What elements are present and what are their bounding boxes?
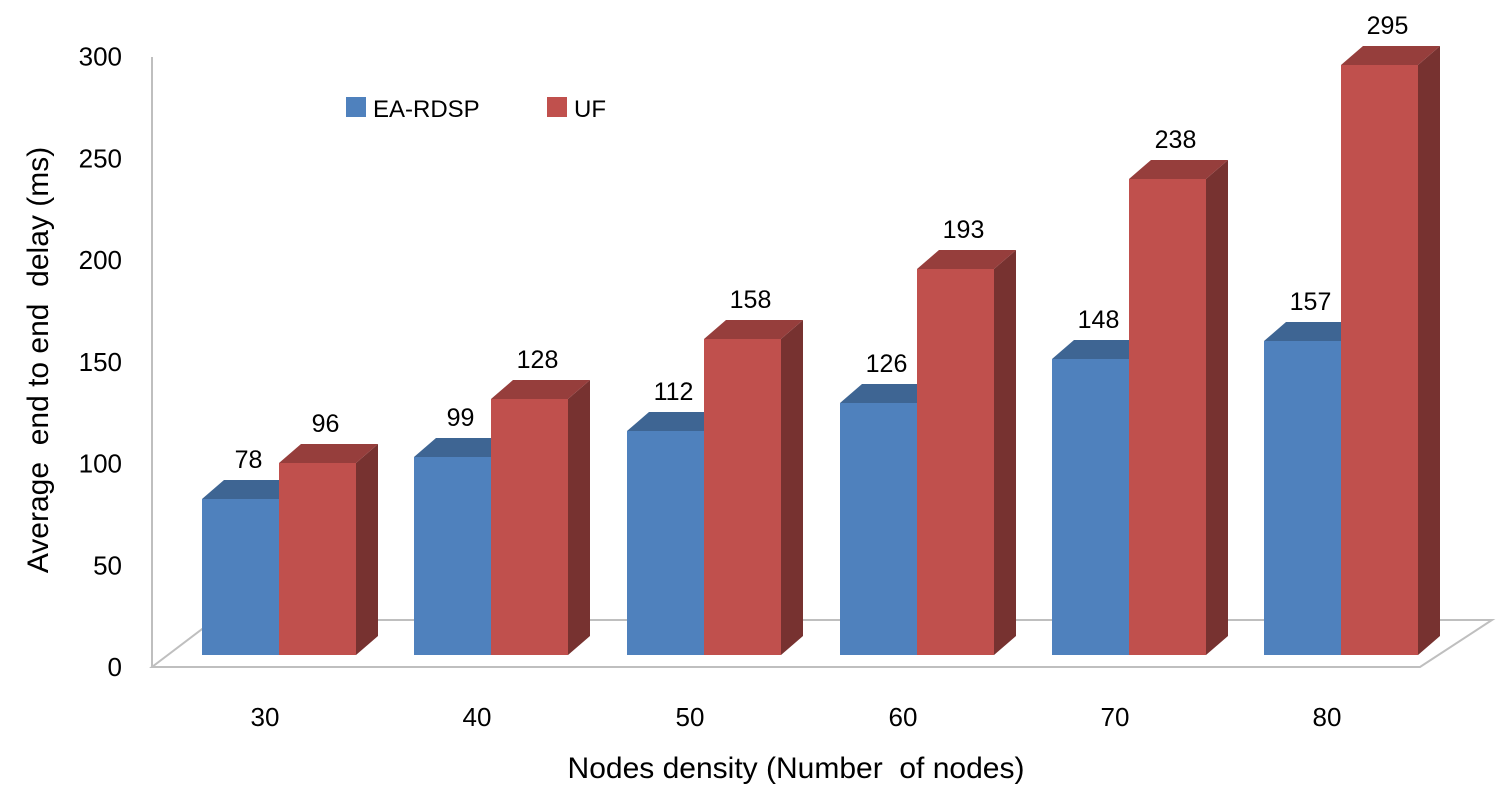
data-label-uf-30: 96: [312, 410, 340, 438]
bar-uf-70: [1129, 160, 1228, 655]
bar-top-face: [840, 384, 939, 403]
bar-uf-50: [704, 320, 803, 655]
data-label-ea-rdsp-70: 148: [1078, 306, 1120, 334]
bar-front-face: [491, 399, 568, 655]
data-label-uf-40: 128: [517, 346, 559, 374]
legend-swatch: [346, 97, 366, 117]
bar-side-face: [1206, 160, 1228, 655]
bar-front-face: [1264, 341, 1341, 655]
bar-top-face: [491, 380, 590, 399]
y-tick-label: 100: [79, 449, 122, 479]
bar-top-face: [627, 412, 726, 431]
bar-front-face: [627, 431, 704, 655]
y-tick-label: 250: [79, 143, 122, 173]
y-axis-title: Average end to end delay (ms): [22, 147, 55, 573]
legend-item-uf: UF: [547, 96, 606, 123]
y-tick-label: 0: [108, 652, 122, 682]
x-tick-label: 70: [1101, 702, 1130, 732]
bar-front-face: [917, 269, 994, 655]
bar-top-face: [1052, 340, 1151, 359]
bar-top-face: [202, 480, 301, 499]
data-label-uf-50: 158: [730, 286, 772, 314]
bar-top-face: [279, 444, 378, 463]
bar-top-face: [414, 438, 513, 457]
x-tick-label: 60: [889, 702, 918, 732]
y-tick-label: 50: [93, 550, 122, 580]
y-tick-label: 300: [79, 42, 122, 72]
bar-front-face: [1341, 65, 1418, 655]
x-tick-label: 40: [463, 702, 492, 732]
bar-uf-80: [1341, 46, 1440, 655]
legend-label: EA-RDSP: [373, 96, 480, 123]
bar-top-face: [704, 320, 803, 339]
legend: EA-RDSP UF: [346, 96, 606, 123]
bar-front-face: [704, 339, 781, 655]
legend-label: UF: [574, 96, 606, 123]
data-label-ea-rdsp-50: 112: [654, 378, 694, 406]
x-axis-title: Nodes density (Number of nodes): [568, 752, 1025, 785]
data-label-uf-80: 295: [1367, 12, 1409, 40]
y-tick-label: 150: [79, 347, 122, 377]
bar-front-face: [279, 463, 356, 655]
data-label-uf-70: 238: [1155, 126, 1197, 154]
x-axis-ticks: 30 40 50 60 70 80: [251, 702, 1342, 732]
data-label-ea-rdsp-30: 78: [235, 446, 263, 474]
bar-side-face: [994, 250, 1016, 655]
data-label-uf-60: 193: [943, 216, 985, 244]
bar-uf-30: [279, 444, 378, 655]
data-labels: 78 96 99 128 112 158 126 193 148 238 157 295: [235, 12, 1409, 474]
data-label-ea-rdsp-80: 157: [1290, 288, 1332, 316]
bar-front-face: [840, 403, 917, 655]
legend-item-ea-rdsp: EA-RDSP: [346, 96, 480, 123]
bar-top-face: [1129, 160, 1228, 179]
y-axis-ticks: 0 50 100 150 200 250 300: [79, 42, 122, 683]
bar-uf-40: [491, 380, 590, 655]
x-tick-label: 50: [676, 702, 705, 732]
bar-side-face: [1418, 46, 1440, 655]
bar-top-face: [1341, 46, 1440, 65]
data-label-ea-rdsp-60: 126: [866, 350, 908, 378]
x-tick-label: 30: [251, 702, 280, 732]
bar-side-face: [781, 320, 803, 655]
data-label-ea-rdsp-40: 99: [447, 404, 475, 432]
legend-swatch: [547, 97, 567, 117]
bar-top-face: [917, 250, 1016, 269]
bar-front-face: [1052, 359, 1129, 655]
bar-front-face: [1129, 179, 1206, 655]
x-tick-label: 80: [1313, 702, 1342, 732]
bar-front-face: [414, 457, 491, 655]
bar-top-face: [1264, 322, 1363, 341]
bars-layer: [202, 46, 1440, 655]
bar-uf-60: [917, 250, 1016, 655]
bar-front-face: [202, 499, 279, 655]
y-tick-label: 200: [79, 245, 122, 275]
bar-side-face: [356, 444, 378, 655]
bar-side-face: [568, 380, 590, 655]
